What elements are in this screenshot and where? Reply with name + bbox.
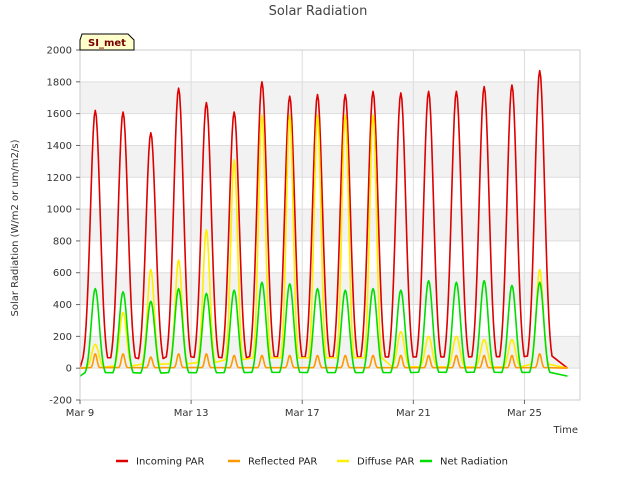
site-badge-label: SI_met xyxy=(88,38,126,49)
y-tick-label: 0 xyxy=(66,364,72,375)
y-tick-label: 800 xyxy=(53,236,72,247)
x-tick-label: Mar 9 xyxy=(66,408,94,419)
legend-label: Net Radiation xyxy=(440,457,508,468)
y-tick-label: 600 xyxy=(53,268,72,279)
y-tick-label: 1000 xyxy=(47,205,72,216)
legend-item: Reflected PAR xyxy=(228,457,317,468)
x-tick-label: Mar 21 xyxy=(396,408,431,419)
y-ticks: -200 0 200 400 600 800 1000 1200 1400 1600 1800 200… xyxy=(47,46,80,407)
y-axis-label: Solar Radiation (W/m2 or um/m2/s) xyxy=(10,139,21,316)
legend-item: Incoming PAR xyxy=(116,457,205,468)
x-tick-label: Mar 13 xyxy=(174,408,209,419)
grid-band xyxy=(80,81,580,114)
x-tick-label: Mar 17 xyxy=(285,408,320,419)
y-tick-label: 400 xyxy=(53,300,72,311)
x-tick-label: Mar 25 xyxy=(507,408,542,419)
plot-area xyxy=(80,50,580,400)
grid-band xyxy=(80,209,580,241)
legend: Incoming PAR Reflected PAR Diffuse PAR Net … xyxy=(116,457,508,468)
site-badge: SI_met xyxy=(79,33,135,51)
series-line-reflected-par xyxy=(79,353,568,369)
grid-band xyxy=(80,145,580,178)
y-tick-label: 200 xyxy=(53,332,72,343)
axes xyxy=(79,49,581,401)
plot-frame xyxy=(79,49,581,401)
y-tick-label: 1600 xyxy=(47,109,72,120)
legend-item: Diffuse PAR xyxy=(337,457,414,468)
site-badge-box xyxy=(79,33,135,51)
series-line-incoming-par xyxy=(79,69,568,369)
y-tick-label: 2000 xyxy=(47,46,72,57)
series-line-net-radiation xyxy=(79,279,568,377)
y-tick-label: 1400 xyxy=(47,141,72,152)
legend-label: Reflected PAR xyxy=(248,457,317,468)
chart-title: Solar Radiation xyxy=(269,4,368,19)
y-tick-label: -200 xyxy=(49,396,72,407)
x-ticks: Mar 9 Mar 13 Mar 17 Mar 21 Mar 25 xyxy=(66,400,542,419)
legend-label: Incoming PAR xyxy=(136,457,205,468)
legend-label: Diffuse PAR xyxy=(357,457,414,468)
x-axis-label: Time xyxy=(553,425,578,436)
y-tick-label: 1200 xyxy=(47,173,72,184)
series-layer xyxy=(79,69,568,377)
legend-item: Net Radiation xyxy=(420,457,508,468)
grid-band xyxy=(80,272,580,305)
y-tick-label: 1800 xyxy=(47,77,72,88)
grid-band xyxy=(80,336,580,369)
